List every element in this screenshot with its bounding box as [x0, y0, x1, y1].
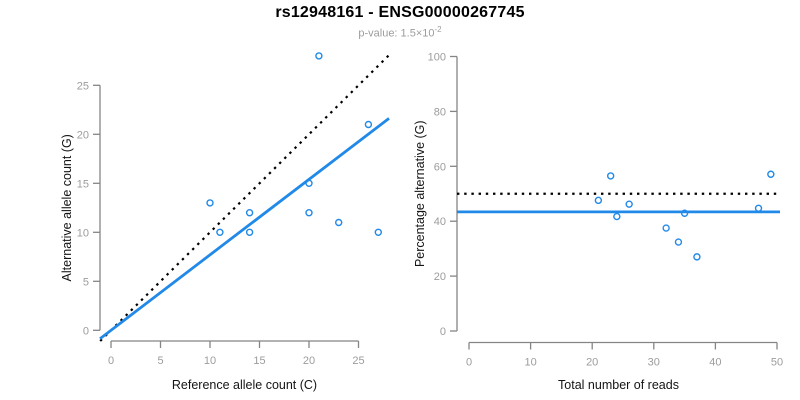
- y-tick-label: 0: [83, 325, 89, 337]
- y-tick-label: 15: [77, 178, 89, 190]
- data-point: [662, 224, 670, 232]
- data-point: [206, 199, 214, 207]
- y-axis-title: Percentage alternative (G): [413, 120, 427, 267]
- x-tick-label: 40: [709, 357, 721, 369]
- figure-subtitle: p-value: 1.5×10-2: [0, 25, 800, 40]
- data-point: [754, 204, 763, 212]
- data-point: [305, 208, 313, 217]
- x-tick-label: 50: [771, 357, 783, 369]
- y-tick-label: 5: [83, 276, 89, 288]
- data-point: [606, 172, 615, 180]
- x-axis-title: Reference allele count (C): [172, 378, 317, 392]
- data-point: [335, 218, 343, 227]
- data-point: [364, 120, 373, 129]
- right-scatter-plot: 0 10 20 30 40 50 0 20 40 60 80 100 Total number of r…: [413, 52, 783, 393]
- figure-title: rs12948161 - ENSG00000267745: [275, 4, 525, 21]
- data-point: [216, 228, 224, 237]
- data-point: [245, 208, 254, 217]
- x-tick-label: 30: [648, 357, 660, 369]
- data-point: [305, 179, 313, 188]
- x-tick-label: 10: [204, 355, 216, 367]
- x-tick-label: 15: [253, 355, 265, 367]
- y-tick-label: 40: [434, 216, 446, 228]
- y-tick-label: 20: [77, 129, 89, 141]
- pvalue-text: p-value: 1.5×10: [358, 27, 435, 40]
- fit-line: [99, 117, 390, 340]
- y-tick-label: 25: [77, 80, 89, 92]
- x-tick-label: 20: [303, 355, 315, 367]
- x-axis-title: Total number of reads: [558, 378, 679, 392]
- x-tick-label: 0: [108, 355, 114, 367]
- data-point: [674, 238, 683, 246]
- data-point: [680, 209, 689, 217]
- data-point: [693, 253, 701, 261]
- data-point: [374, 228, 382, 237]
- data-point: [625, 200, 633, 208]
- x-tick-label: 10: [524, 357, 536, 369]
- y-tick-label: 10: [77, 227, 89, 239]
- identity-line: [99, 54, 390, 342]
- x-tick-label: 25: [352, 355, 364, 367]
- data-point: [613, 212, 621, 221]
- x-tick-label: 0: [466, 357, 472, 369]
- y-tick-label: 100: [428, 52, 446, 64]
- data-point: [245, 228, 254, 237]
- data-point: [315, 52, 323, 60]
- y-tick-label: 20: [434, 271, 446, 283]
- x-tick-label: 5: [157, 355, 163, 367]
- x-tick-label: 20: [586, 357, 598, 369]
- left-scatter-plot: 0 5 10 15 20 25 0 5 10 15 20 25 Reference allele cou…: [60, 52, 390, 392]
- y-tick-label: 60: [434, 161, 446, 173]
- y-axis-title: Alternative allele count (G): [60, 134, 74, 281]
- pvalue-exponent: -2: [434, 25, 442, 34]
- y-tick-label: 0: [440, 326, 446, 338]
- y-tick-label: 80: [434, 106, 446, 118]
- data-point: [767, 170, 775, 178]
- data-point: [594, 196, 603, 205]
